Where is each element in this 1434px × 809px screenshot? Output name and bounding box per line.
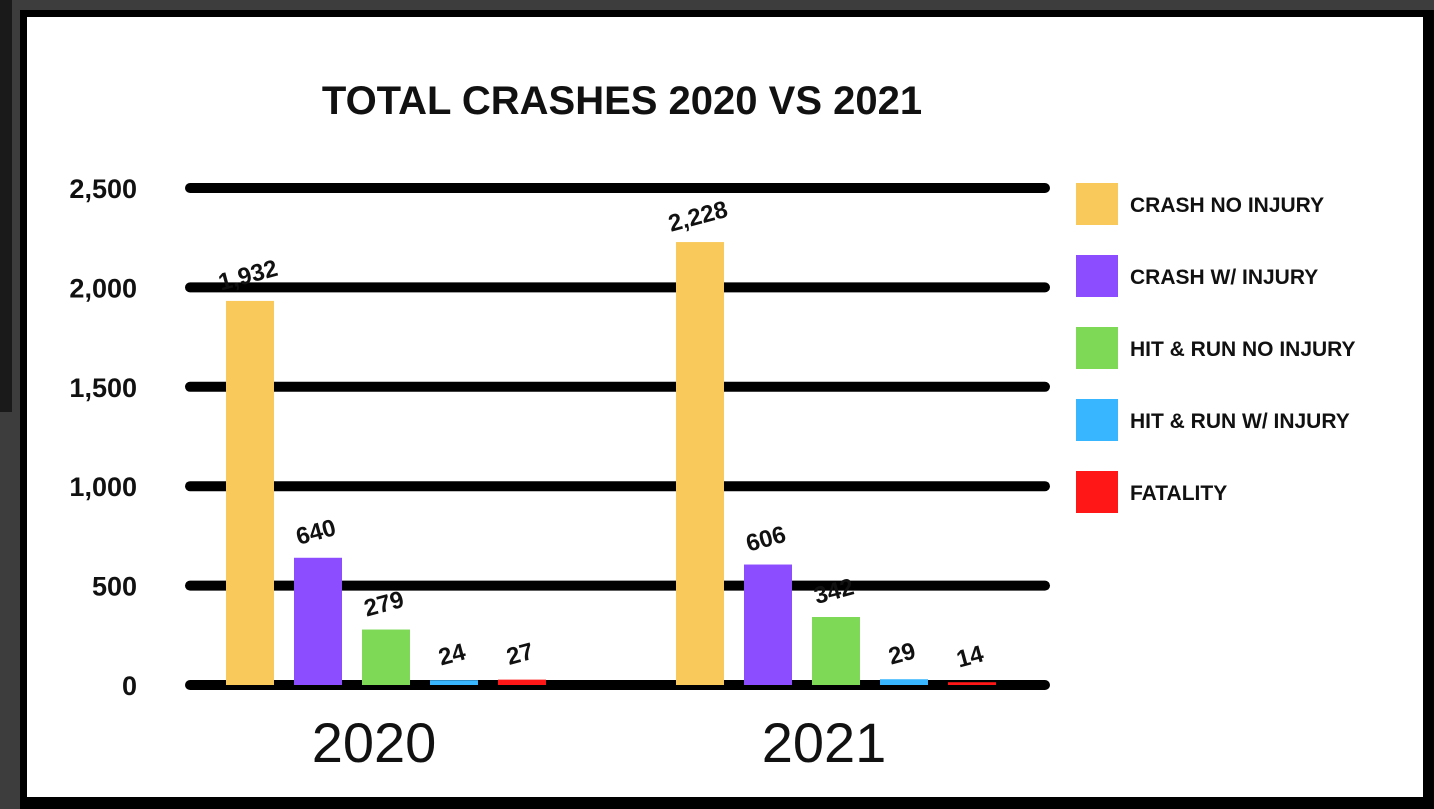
legend-label: CRASH NO INJURY	[1130, 194, 1324, 217]
chart-frame: TOTAL CRASHES 2020 VS 2021 0 500 1,000 1,50…	[20, 10, 1434, 809]
y-tick-label: 2,000	[69, 273, 137, 303]
bar	[362, 629, 410, 685]
x-category-label: 2021	[762, 711, 887, 774]
bar	[430, 680, 478, 685]
legend-swatch	[1076, 183, 1118, 225]
bar	[676, 242, 724, 685]
legend: CRASH NO INJURY CRASH W/ INJURY HIT & RUN …	[1076, 183, 1356, 513]
y-tick-label: 0	[122, 671, 137, 701]
y-tick-label: 1,000	[69, 472, 137, 502]
legend-label: HIT & RUN NO INJURY	[1130, 338, 1356, 361]
x-category-label: 2020	[312, 711, 437, 774]
chart-title: TOTAL CRASHES 2020 VS 2021	[322, 79, 922, 123]
y-tick-label: 2,500	[69, 174, 137, 204]
chart: TOTAL CRASHES 2020 VS 2021 0 500 1,000 1,50…	[25, 15, 1425, 799]
legend-swatch	[1076, 399, 1118, 441]
y-axis-ticks: 0 500 1,000 1,500 2,000 2,500	[69, 174, 137, 701]
bar	[744, 564, 792, 685]
legend-label: CRASH W/ INJURY	[1130, 266, 1318, 289]
legend-swatch	[1076, 471, 1118, 513]
bar	[294, 557, 342, 685]
legend-label: FATALITY	[1130, 482, 1227, 505]
backdrop-frame-strip	[0, 0, 12, 412]
bar	[880, 679, 928, 685]
y-tick-label: 1,500	[69, 373, 137, 403]
legend-swatch	[1076, 327, 1118, 369]
bars	[226, 242, 996, 685]
legend-swatch	[1076, 255, 1118, 297]
bar	[498, 679, 546, 685]
bar	[812, 617, 860, 685]
bar	[226, 300, 274, 685]
bar	[948, 682, 996, 685]
legend-label: HIT & RUN W/ INJURY	[1130, 410, 1350, 433]
y-tick-label: 500	[92, 572, 137, 602]
x-axis-categories: 2020 2021	[312, 711, 887, 774]
